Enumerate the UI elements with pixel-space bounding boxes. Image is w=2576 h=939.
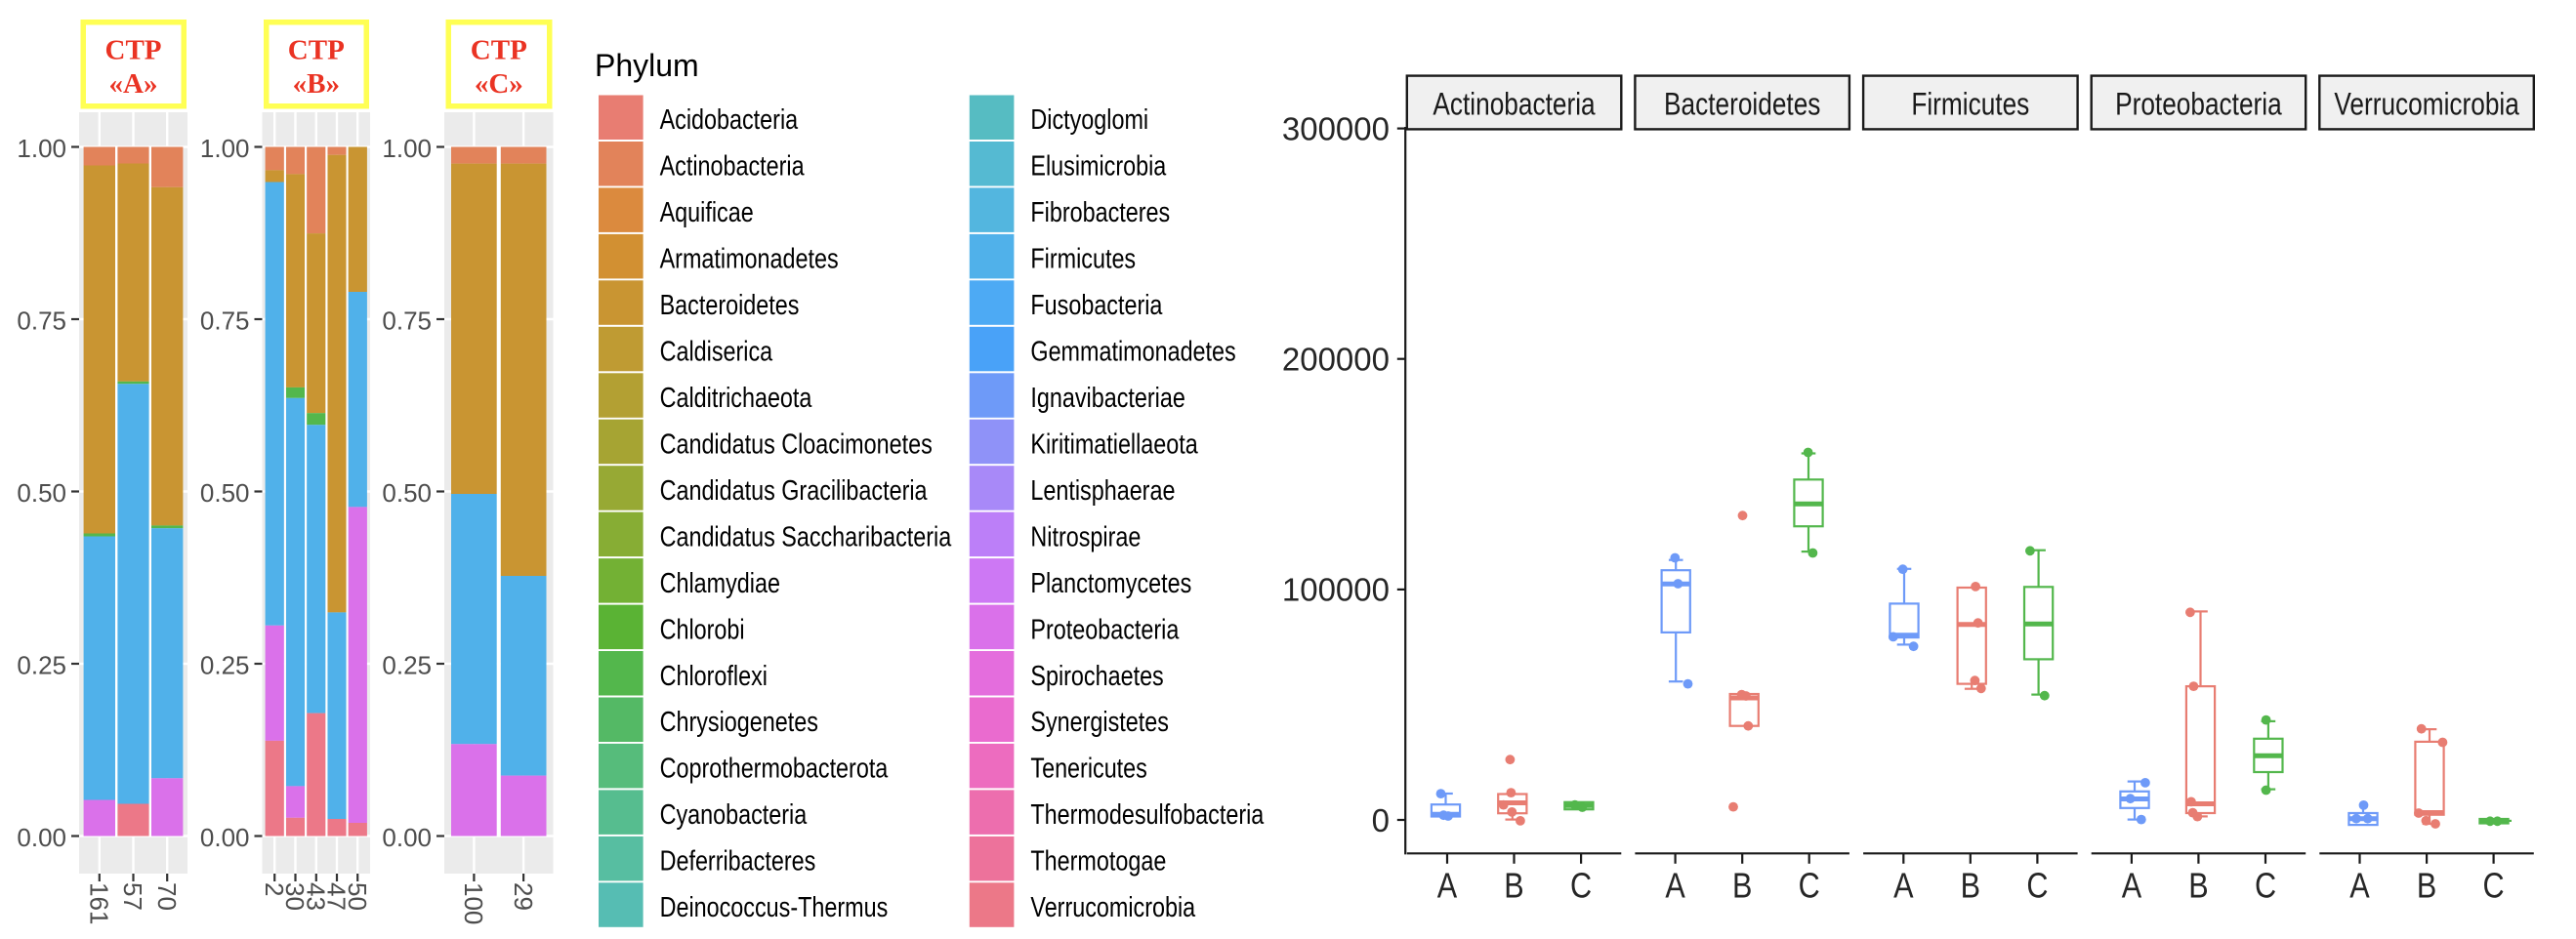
svg-text:2: 2	[260, 882, 289, 896]
svg-text:0.00: 0.00	[17, 823, 66, 852]
svg-text:CTP: CTP	[471, 35, 527, 66]
svg-text:B: B	[1504, 867, 1523, 906]
svg-text:A: A	[2349, 867, 2370, 906]
svg-text:Acidobacteria: Acidobacteria	[660, 103, 799, 136]
svg-text:30: 30	[280, 882, 310, 911]
svg-text:0.50: 0.50	[200, 478, 250, 508]
svg-text:50: 50	[343, 882, 372, 911]
svg-text:57: 57	[118, 882, 147, 911]
svg-text:100: 100	[459, 882, 488, 924]
svg-text:Actinobacteria: Actinobacteria	[1433, 88, 1596, 122]
svg-text:0.25: 0.25	[382, 650, 432, 679]
svg-text:70: 70	[152, 882, 182, 911]
svg-text:C: C	[1570, 867, 1592, 906]
svg-text:Fusobacteria: Fusobacteria	[1030, 289, 1162, 321]
svg-text:Thermotogae: Thermotogae	[1030, 844, 1166, 877]
svg-text:Kiritimatiellaeota: Kiritimatiellaeota	[1030, 428, 1198, 460]
svg-text:0.75: 0.75	[200, 306, 250, 335]
svg-text:1.00: 1.00	[17, 134, 66, 163]
svg-text:Bacteroidetes: Bacteroidetes	[1664, 88, 1820, 122]
svg-text:Ignavibacteriae: Ignavibacteriae	[1030, 382, 1184, 414]
svg-text:0.75: 0.75	[382, 306, 432, 335]
svg-text:0.50: 0.50	[382, 478, 432, 508]
svg-text:Verrucomicrobia: Verrucomicrobia	[2334, 88, 2519, 122]
svg-text:47: 47	[322, 882, 352, 911]
svg-text:43: 43	[302, 882, 331, 911]
svg-text:CTP: CTP	[105, 35, 162, 66]
svg-text:B: B	[2417, 867, 2436, 906]
svg-text:Chloroflexi: Chloroflexi	[660, 660, 768, 692]
svg-text:Thermodesulfobacteria: Thermodesulfobacteria	[1030, 798, 1264, 831]
svg-text:B: B	[1961, 867, 1980, 906]
svg-text:C: C	[2255, 867, 2276, 906]
svg-text:0.75: 0.75	[17, 306, 66, 335]
svg-text:Aquificae: Aquificae	[660, 196, 754, 228]
svg-text:«B»: «B»	[293, 68, 340, 100]
svg-text:Cyanobacteria: Cyanobacteria	[660, 798, 808, 831]
svg-text:A: A	[1893, 867, 1914, 906]
svg-text:Caldiserica: Caldiserica	[660, 335, 773, 367]
svg-text:Proteobacteria: Proteobacteria	[1030, 613, 1179, 645]
svg-text:29: 29	[509, 882, 538, 911]
svg-text:Calditrichaeota: Calditrichaeota	[660, 382, 812, 414]
svg-text:161: 161	[85, 882, 114, 924]
svg-text:Planctomycetes: Planctomycetes	[1030, 567, 1191, 599]
svg-text:C: C	[1799, 867, 1820, 906]
svg-text:Coprothermobacterota: Coprothermobacterota	[660, 752, 889, 784]
svg-text:Proteobacteria: Proteobacteria	[2115, 88, 2282, 122]
svg-text:0: 0	[1372, 802, 1390, 838]
svg-text:Chrysiogenetes: Chrysiogenetes	[660, 706, 818, 738]
svg-text:«A»: «A»	[109, 68, 158, 100]
svg-text:B: B	[1732, 867, 1752, 906]
svg-text:1.00: 1.00	[382, 134, 432, 163]
svg-text:Firmicutes: Firmicutes	[1030, 242, 1136, 274]
svg-text:0.25: 0.25	[200, 650, 250, 679]
svg-text:Elusimicrobia: Elusimicrobia	[1030, 149, 1166, 182]
svg-text:1.00: 1.00	[200, 134, 250, 163]
svg-text:Lentisphaerae: Lentisphaerae	[1030, 474, 1175, 507]
svg-text:C: C	[2026, 867, 2048, 906]
svg-text:CTP: CTP	[288, 35, 345, 66]
svg-text:A: A	[1437, 867, 1458, 906]
svg-text:100000: 100000	[1282, 572, 1390, 608]
svg-text:Deinococcus-Thermus: Deinococcus-Thermus	[660, 891, 889, 923]
svg-text:A: A	[1665, 867, 1685, 906]
svg-text:Candidatus Cloacimonetes: Candidatus Cloacimonetes	[660, 428, 933, 460]
svg-text:0.00: 0.00	[382, 823, 432, 852]
svg-text:Chlorobi: Chlorobi	[660, 613, 745, 645]
svg-text:Synergistetes: Synergistetes	[1030, 706, 1169, 738]
svg-text:Chlamydiae: Chlamydiae	[660, 567, 780, 599]
svg-text:Candidatus Gracilibacteria: Candidatus Gracilibacteria	[660, 474, 928, 507]
svg-text:C: C	[2483, 867, 2505, 906]
svg-text:Dictyoglomi: Dictyoglomi	[1030, 103, 1148, 136]
svg-text:Nitrospirae: Nitrospirae	[1030, 520, 1141, 552]
svg-text:Firmicutes: Firmicutes	[1911, 88, 2029, 122]
svg-text:Deferribacteres: Deferribacteres	[660, 844, 816, 877]
svg-text:Bacteroidetes: Bacteroidetes	[660, 289, 800, 321]
svg-text:«C»: «C»	[475, 68, 523, 100]
svg-text:0.25: 0.25	[17, 650, 66, 679]
svg-text:Armatimonadetes: Armatimonadetes	[660, 242, 839, 274]
svg-text:Verrucomicrobia: Verrucomicrobia	[1030, 891, 1195, 923]
svg-text:0.00: 0.00	[200, 823, 250, 852]
svg-text:Candidatus Saccharibacteria: Candidatus Saccharibacteria	[660, 520, 952, 552]
svg-text:A: A	[2122, 867, 2142, 906]
svg-text:Gemmatimonadetes: Gemmatimonadetes	[1030, 335, 1235, 367]
svg-text:200000: 200000	[1282, 342, 1390, 378]
svg-text:Tenericutes: Tenericutes	[1030, 752, 1146, 784]
svg-text:300000: 300000	[1282, 110, 1390, 146]
svg-text:Phylum: Phylum	[595, 48, 699, 83]
svg-text:Fibrobacteres: Fibrobacteres	[1030, 196, 1170, 228]
svg-text:Spirochaetes: Spirochaetes	[1030, 660, 1163, 692]
svg-text:0.50: 0.50	[17, 478, 66, 508]
svg-text:Actinobacteria: Actinobacteria	[660, 149, 805, 182]
svg-text:B: B	[2188, 867, 2208, 906]
